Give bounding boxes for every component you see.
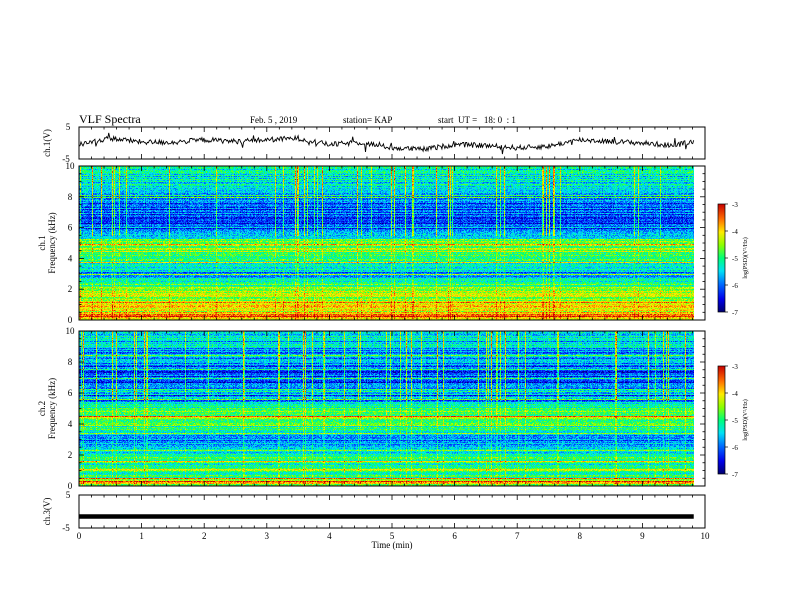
- ch1-ytick-label: -5: [62, 154, 70, 164]
- ch2-colorbar-tick-label: -6: [732, 444, 738, 452]
- x-tick-label: 7: [515, 531, 520, 541]
- ch2-colorbar-tick-label: -7: [732, 471, 738, 479]
- ch1-spectrogram-heatmap: [79, 166, 694, 320]
- station-label: station= KAP: [343, 115, 393, 125]
- ch2-colorbar-tick-label: -3: [732, 363, 738, 371]
- ch2-spectrogram-heatmap: [79, 331, 694, 486]
- ch1-spec-ytick-label: 0: [68, 315, 73, 325]
- ch1-spec-ytick-label: 6: [68, 223, 73, 233]
- ch1-colorbar-tick-label: -7: [732, 309, 738, 317]
- ch3-ytick-label: 5: [66, 490, 71, 500]
- ch1-colorbar-tick-label: -6: [732, 282, 738, 290]
- ch1-colorbar-bar: [717, 203, 726, 313]
- ch2-spec-ytick-label: 2: [68, 450, 73, 460]
- ch1-colorbar-tick-label: -3: [732, 201, 738, 209]
- ch1-ylabel: ch.1(V): [42, 129, 52, 157]
- ch2-spec-ylabel: Frequency (kHz): [47, 378, 57, 439]
- ch1-colorbar-tick-label: -4: [732, 228, 738, 236]
- x-tick-label: 6: [452, 531, 457, 541]
- ch1-spec-channel-label: ch.1: [37, 235, 47, 250]
- ch1-spec-ylabel: Frequency (kHz): [47, 212, 57, 273]
- ch3-ytick-label: -5: [62, 523, 70, 533]
- ch2-spec-ytick-label: 4: [68, 419, 73, 429]
- ch1-colorbar-tick-label: -5: [732, 255, 738, 263]
- x-tick-label: 10: [701, 531, 711, 541]
- x-tick-label: 9: [640, 531, 645, 541]
- ch2-spec-channel-label: ch.2: [37, 401, 47, 416]
- ch1-spec-ytick-label: 10: [66, 161, 76, 171]
- ch2-spec-ytick-label: 10: [66, 326, 76, 336]
- ch1-spec-ytick-label: 4: [68, 253, 73, 263]
- ch2-spec-ytick-label: 0: [68, 481, 73, 491]
- x-tick-label: 5: [390, 531, 395, 541]
- x-tick-label: 4: [327, 531, 332, 541]
- x-tick-label: 0: [77, 531, 82, 541]
- ch2-colorbar-tick-label: -5: [732, 417, 738, 425]
- ch1-colorbar-label: log(PSD)(V²/Hz): [742, 237, 749, 278]
- x-tick-label: 8: [578, 531, 583, 541]
- ch2-colorbar-bar: [717, 365, 726, 475]
- ch1-spec-ytick-label: 8: [68, 192, 73, 202]
- x-tick-label: 1: [139, 531, 144, 541]
- figure-title: VLF Spectra: [79, 112, 141, 126]
- date-label: Feb. 5 , 2019: [250, 115, 298, 125]
- ch3-ylabel: ch.3(V): [42, 498, 52, 526]
- ch2-spec-ytick-label: 8: [68, 357, 73, 367]
- ch1-spec-ytick-label: 2: [68, 284, 73, 294]
- x-tick-label: 3: [265, 531, 270, 541]
- ch2-colorbar-label: log(PSD)(V²/Hz): [742, 399, 749, 440]
- ch2-spec-ytick-label: 6: [68, 388, 73, 398]
- start-time-label: start UT = 18: 0 : 1: [438, 115, 516, 125]
- ch2-colorbar-tick-label: -4: [732, 390, 738, 398]
- ch1-ytick-label: 5: [66, 122, 71, 132]
- x-tick-label: 2: [202, 531, 207, 541]
- ch1-waveform-line: [78, 132, 695, 155]
- x-axis-label: Time (min): [372, 540, 413, 550]
